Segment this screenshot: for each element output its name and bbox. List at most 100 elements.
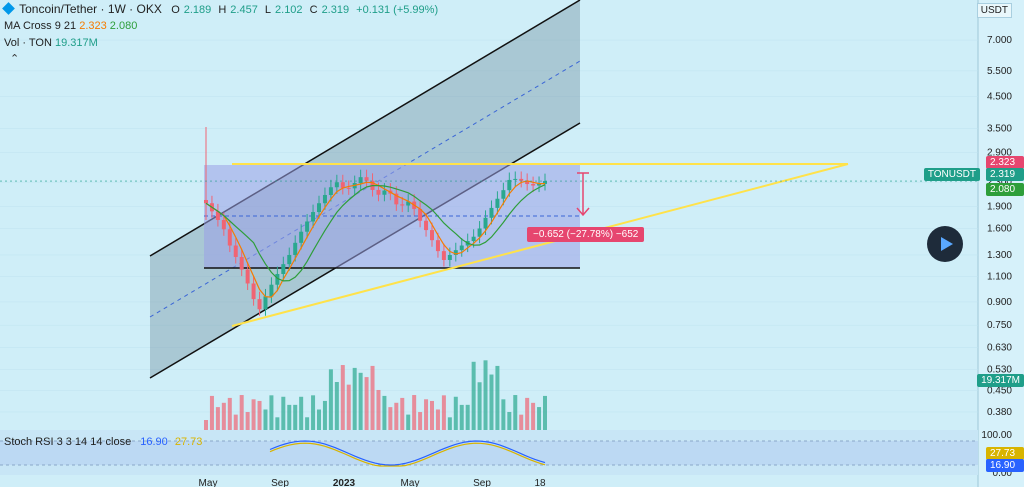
high-label: H — [218, 4, 227, 16]
volume-bar — [400, 397, 405, 430]
price-tick-label: 0.750 — [987, 320, 1012, 331]
stoch-legend[interactable]: Stoch RSI 3 3 14 14 close 16.90 27.73 — [4, 436, 202, 448]
price-tick-label: 2.900 — [987, 148, 1012, 159]
volume-bar — [543, 395, 547, 430]
candle-body — [406, 201, 411, 206]
price-tick-label: 1.300 — [987, 250, 1012, 261]
candle-body — [251, 283, 256, 300]
volume-bar — [239, 395, 244, 430]
price-tick-label: 0.900 — [987, 297, 1012, 308]
candle-body — [394, 193, 399, 205]
ma-fast-line — [205, 180, 545, 298]
candle-body — [531, 184, 536, 186]
stoch-k-line — [269, 440, 546, 466]
price-tick-label: 7.000 — [987, 35, 1012, 46]
volume-bar — [382, 395, 387, 430]
price-tick-label: 1.600 — [987, 223, 1012, 234]
last-price-tag: 2.319 — [986, 168, 1024, 181]
volume-bar — [441, 395, 446, 430]
volume-bar — [221, 402, 226, 430]
candle-body — [328, 187, 333, 195]
volume-bar — [501, 399, 506, 430]
volume-bar — [459, 404, 464, 430]
volume-bar — [465, 404, 470, 430]
volume-bar — [352, 367, 357, 430]
price-tick-label: 0.630 — [987, 342, 1012, 353]
volume-bar — [495, 365, 500, 430]
volume-bar — [370, 365, 375, 430]
price-tick-label: 1.100 — [987, 271, 1012, 282]
volume-bar — [269, 395, 274, 430]
price-tick-label: 4.500 — [987, 91, 1012, 102]
volume-bar — [340, 365, 345, 430]
volume-bar — [430, 400, 434, 430]
volume-bar — [418, 412, 423, 430]
volume-bar — [322, 400, 327, 430]
candle-body — [245, 269, 250, 284]
volume-bar — [453, 396, 458, 430]
price-tick-label: 3.500 — [987, 124, 1012, 135]
volume-bar — [346, 384, 351, 430]
candle-body — [281, 264, 286, 275]
candle-body — [471, 236, 476, 242]
ma-legend[interactable]: MA Cross 9 21 2.323 2.080 — [4, 20, 137, 32]
price-axis-panel — [978, 0, 1024, 487]
volume-bar — [305, 417, 310, 430]
volume-bar — [257, 400, 262, 430]
stoch-label: Stoch RSI 3 3 14 14 close — [4, 436, 132, 448]
candle-body — [364, 177, 369, 181]
volume-bar — [537, 407, 542, 430]
candle-body — [293, 242, 298, 255]
play-button[interactable] — [927, 226, 963, 262]
ma-fast-value: 2.323 — [79, 20, 107, 32]
time-axis-label: May — [199, 478, 218, 487]
vol-legend[interactable]: Vol · TON 19.317M — [4, 37, 98, 49]
volume-bar — [358, 372, 363, 430]
candle-body — [239, 256, 244, 270]
price-tick-label: 1.900 — [987, 202, 1012, 213]
candle-body — [257, 299, 262, 310]
price-tick-label: 0.380 — [987, 407, 1012, 418]
candle-body — [221, 219, 226, 230]
ma-slow-line — [205, 184, 546, 282]
volume-bar — [376, 389, 381, 430]
ma-slow-price-tag: 2.080 — [986, 183, 1024, 196]
open-value: 2.189 — [183, 4, 212, 16]
stoch-tick-label: 0.00 — [993, 468, 1013, 479]
low-value: 2.102 — [275, 4, 303, 16]
volume-bar — [507, 411, 512, 430]
candle-body — [358, 177, 363, 184]
candle-body — [525, 180, 530, 185]
symbol-legend: Toncoin/Tether · 1W · OKX O 2.189 H 2.457 … — [2, 2, 442, 16]
volume-bar — [245, 412, 250, 430]
candle-body — [382, 190, 387, 195]
volume-bar — [435, 409, 440, 430]
volume-bar — [477, 382, 482, 430]
volume-bar — [412, 395, 417, 430]
candle-body — [495, 198, 500, 208]
candle-body — [543, 181, 547, 184]
volume-bar — [263, 409, 268, 430]
volume-bar — [525, 397, 530, 430]
measure-label[interactable]: −0.652 (−27.78%) −652 — [527, 227, 645, 242]
candle-body — [227, 229, 232, 246]
volume-bar — [531, 402, 536, 430]
candle-body — [537, 183, 542, 186]
volume-bar — [209, 395, 214, 430]
close-label: C — [309, 4, 318, 16]
candle-body — [346, 187, 351, 189]
volume-bar — [233, 414, 238, 430]
time-axis-label: May — [401, 478, 420, 487]
candle-body — [233, 245, 238, 257]
ma-slow-value: 2.080 — [109, 20, 138, 32]
symbol-title[interactable]: Toncoin/Tether · 1W · OKX — [19, 2, 162, 16]
volume-bar — [328, 369, 333, 430]
collapse-legend-icon[interactable]: ⌃ — [10, 53, 20, 65]
candle-body — [501, 190, 506, 199]
candle-body — [519, 178, 524, 181]
currency-label[interactable]: USDT — [976, 3, 1012, 18]
change-value: +0.131 (+5.99%) — [356, 4, 439, 16]
volume-bar — [227, 397, 232, 430]
